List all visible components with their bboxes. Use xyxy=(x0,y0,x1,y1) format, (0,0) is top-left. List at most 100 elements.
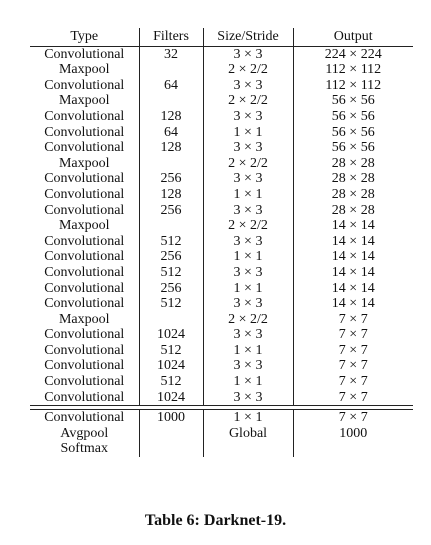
cell-size-stride: 1 × 1 xyxy=(202,374,293,390)
cell-size-stride: Global xyxy=(202,425,293,442)
cell-size-stride: 1 × 1 xyxy=(202,342,293,359)
cell-output: 28 × 28 xyxy=(292,186,413,203)
cell-output: 7 × 7 xyxy=(292,374,413,390)
cell-filters: 256 xyxy=(138,249,203,265)
cell-type: Convolutional xyxy=(44,202,125,218)
cell-filters xyxy=(138,155,203,172)
cell-filters: 64 xyxy=(138,77,203,94)
cell-size-stride: 2 × 2/2 xyxy=(202,155,293,172)
cell-filters: 512 xyxy=(138,233,203,250)
cell-filters: 512 xyxy=(138,374,203,390)
cell-filters xyxy=(138,62,203,78)
cell-output: 14 × 14 xyxy=(292,233,413,250)
table-row: Convolutional 256 1 × 1 14 × 14 xyxy=(30,280,413,297)
cell-output: 7 × 7 xyxy=(292,389,413,406)
cell-size-stride: 2 × 2/2 xyxy=(202,93,293,109)
table-separator xyxy=(30,405,413,411)
cell-filters: 1000 xyxy=(138,409,203,426)
cell-size-stride: 3 × 3 xyxy=(202,140,293,156)
table-row: Convolutional 512 3 × 3 14 × 14 xyxy=(30,233,413,250)
cell-type: Convolutional xyxy=(44,374,125,390)
table-row: Convolutional 32 3 × 3 224 × 224 xyxy=(30,46,413,63)
cell-output: 56 × 56 xyxy=(292,140,413,156)
cell-size-stride: 2 × 2/2 xyxy=(202,62,293,78)
cell-type: Convolutional xyxy=(44,140,125,156)
cell-output: 56 × 56 xyxy=(292,93,413,109)
cell-output: 56 × 56 xyxy=(292,124,413,141)
table-row: Convolutional 128 3 × 3 56 × 56 xyxy=(30,140,413,156)
table-row: Avgpool Global 1000 xyxy=(30,425,413,442)
cell-type: Convolutional xyxy=(44,77,125,93)
cell-size-stride: 3 × 3 xyxy=(202,46,293,63)
table-row: Convolutional 256 1 × 1 14 × 14 xyxy=(30,249,413,265)
cell-output: 112 × 112 xyxy=(292,77,413,94)
cell-output: 7 × 7 xyxy=(292,358,413,375)
table-row: Softmax xyxy=(30,441,413,458)
table-row: Maxpool 2 × 2/2 56 × 56 xyxy=(30,93,413,109)
table-row: Convolutional 128 1 × 1 28 × 28 xyxy=(30,186,413,203)
cell-type: Convolutional xyxy=(44,342,125,358)
cell-filters xyxy=(138,441,203,458)
cell-output: 14 × 14 xyxy=(292,218,413,234)
cell-type: Convolutional xyxy=(44,186,125,202)
cell-type: Convolutional xyxy=(44,249,125,265)
cell-filters: 1024 xyxy=(138,358,203,375)
cell-output: 7 × 7 xyxy=(292,311,413,328)
table-row: Convolutional 64 1 × 1 56 × 56 xyxy=(30,124,413,141)
table-body: Convolutional 32 3 × 3 224 × 224 Maxpool 2 × … xyxy=(30,46,413,406)
cell-output: 14 × 14 xyxy=(292,249,413,265)
cell-type: Convolutional xyxy=(44,296,125,312)
cell-output: 7 × 7 xyxy=(292,342,413,359)
cell-type: Convolutional xyxy=(44,280,125,296)
table-row: Maxpool 2 × 2/2 112 × 112 xyxy=(30,62,413,78)
cell-filters: 512 xyxy=(138,296,203,312)
cell-size-stride: 3 × 3 xyxy=(202,358,293,375)
cell-type: Maxpool xyxy=(58,93,110,109)
cell-output: 28 × 28 xyxy=(292,171,413,187)
cell-output: 14 × 14 xyxy=(292,264,413,281)
cell-output: 224 × 224 xyxy=(292,46,413,63)
table-row: Convolutional 64 3 × 3 112 × 112 xyxy=(30,77,413,94)
cell-type: Maxpool xyxy=(58,311,110,327)
cell-filters: 32 xyxy=(138,46,203,63)
cell-output: 1000 xyxy=(292,425,413,442)
cell-size-stride: 1 × 1 xyxy=(202,249,293,265)
cell-filters: 512 xyxy=(138,342,203,359)
table-row: Convolutional 256 3 × 3 28 × 28 xyxy=(30,171,413,187)
cell-size-stride: 3 × 3 xyxy=(202,171,293,187)
cell-filters xyxy=(138,311,203,328)
cell-type: Maxpool xyxy=(58,62,110,78)
cell-size-stride xyxy=(202,441,293,458)
cell-type: Convolutional xyxy=(44,108,125,124)
header-type: Type xyxy=(30,28,139,47)
cell-output xyxy=(292,441,413,458)
header-size-stride: Size/Stride xyxy=(202,28,293,47)
cell-size-stride: 3 × 3 xyxy=(202,233,293,250)
table-row: Convolutional 512 3 × 3 14 × 14 xyxy=(30,264,413,281)
cell-output: 56 × 56 xyxy=(292,108,413,125)
cell-size-stride: 2 × 2/2 xyxy=(202,218,293,234)
table-row: Convolutional 128 3 × 3 56 × 56 xyxy=(30,108,413,125)
cell-filters xyxy=(138,93,203,109)
cell-type: Convolutional xyxy=(44,389,125,405)
cell-output: 7 × 7 xyxy=(292,327,413,343)
cell-filters: 256 xyxy=(138,171,203,187)
cell-type: Convolutional xyxy=(44,264,125,280)
cell-size-stride: 3 × 3 xyxy=(202,108,293,125)
cell-output: 14 × 14 xyxy=(292,296,413,312)
cell-output: 28 × 28 xyxy=(292,202,413,219)
cell-filters: 256 xyxy=(138,202,203,219)
header-output: Output xyxy=(292,28,413,47)
cell-output: 7 × 7 xyxy=(292,409,413,426)
cell-type: Softmax xyxy=(60,441,108,457)
cell-size-stride: 3 × 3 xyxy=(202,77,293,94)
cell-size-stride: 2 × 2/2 xyxy=(202,311,293,328)
cell-filters: 128 xyxy=(138,108,203,125)
cell-size-stride: 3 × 3 xyxy=(202,327,293,343)
